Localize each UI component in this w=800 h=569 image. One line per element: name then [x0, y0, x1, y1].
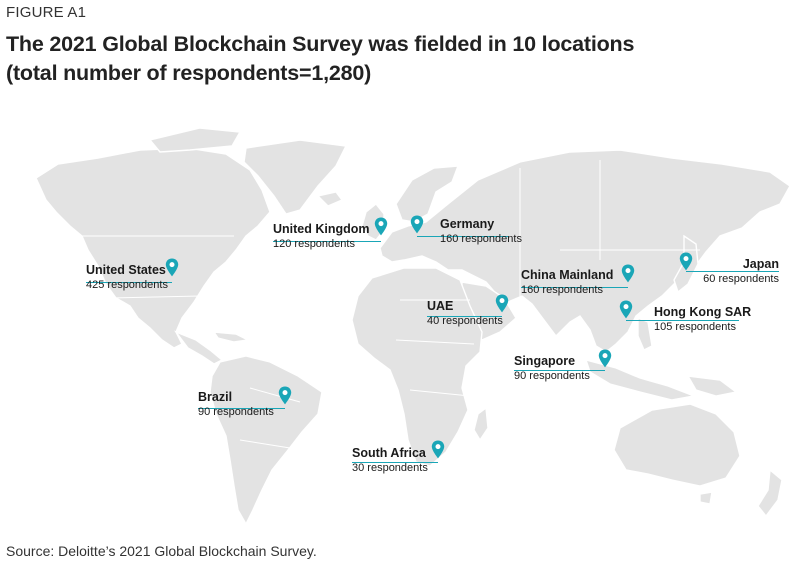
title-line-1: The 2021 Global Blockchain Survey was fi…	[6, 32, 635, 56]
location-label-hong-kong-sar: Hong Kong SAR 105 respondents	[654, 305, 751, 334]
underline-germany	[417, 236, 508, 238]
location-respondents: 425 respondents	[86, 279, 168, 291]
map-pin-icon[interactable]	[410, 215, 424, 234]
location-label-singapore: Singapore 90 respondents	[514, 354, 590, 383]
underline-hong-kong-sar	[626, 320, 739, 322]
underline-japan	[686, 271, 779, 273]
location-label-uae: UAE 40 respondents	[427, 299, 503, 328]
location-name: Singapore	[514, 354, 576, 368]
location-label-south-africa: South Africa 30 respondents	[352, 446, 428, 475]
madagascar	[473, 406, 489, 442]
new-zealand	[757, 468, 783, 518]
underline-united-states	[86, 282, 172, 284]
page-title: The 2021 Global Blockchain Survey was fi…	[6, 30, 796, 88]
location-respondents: 90 respondents	[198, 406, 274, 418]
map-pin-icon[interactable]	[431, 440, 445, 459]
location-label-japan: Japan 60 respondents	[703, 257, 779, 286]
map-pin-icon[interactable]	[495, 294, 509, 313]
underline-united-kingdom	[273, 241, 381, 243]
eurasia	[379, 149, 791, 353]
africa	[351, 267, 483, 467]
location-respondents: 160 respondents	[440, 233, 522, 245]
underline-uae	[427, 316, 502, 318]
location-name: South Africa	[352, 446, 426, 460]
scandinavia	[395, 165, 460, 223]
location-name: Japan	[742, 257, 779, 271]
location-name: Germany	[440, 217, 495, 231]
map-pin-icon[interactable]	[165, 258, 179, 277]
greenland	[243, 139, 348, 215]
underline-china-mainland	[521, 287, 628, 289]
caribbean	[212, 331, 251, 343]
location-label-brazil: Brazil 90 respondents	[198, 390, 274, 419]
location-label-china-mainland: China Mainland 160 respondents	[521, 268, 613, 297]
map-pin-icon[interactable]	[598, 349, 612, 368]
border-lines	[80, 160, 700, 449]
location-name: Brazil	[198, 390, 233, 404]
map-pin-icon[interactable]	[374, 217, 388, 236]
location-label-united-kingdom: United Kingdom 120 respondents	[273, 222, 370, 251]
location-label-germany: Germany 160 respondents	[440, 217, 522, 246]
figure-label: FIGURE A1	[6, 4, 87, 21]
source-note: Source: Deloitte’s 2021 Global Blockchai…	[6, 543, 317, 559]
map-pin-icon[interactable]	[621, 264, 635, 283]
central-america	[173, 330, 224, 365]
title-line-2: (total number of respondents=1,280)	[6, 61, 372, 85]
map-pin-icon[interactable]	[619, 300, 633, 319]
arctic-islands	[148, 127, 242, 153]
location-name: United Kingdom	[273, 222, 370, 236]
underline-south-africa	[352, 462, 438, 464]
underline-brazil	[198, 408, 285, 410]
north-america	[35, 147, 271, 349]
map-pin-icon[interactable]	[278, 386, 292, 405]
indonesia	[584, 358, 697, 401]
tasmania	[699, 491, 713, 505]
land-masses	[35, 127, 791, 526]
location-respondents: 90 respondents	[514, 370, 590, 382]
location-respondents: 160 respondents	[521, 284, 603, 296]
south-america	[209, 355, 323, 526]
philippines	[637, 316, 653, 351]
location-label-united-states: United States 425 respondents	[86, 263, 168, 292]
location-respondents: 40 respondents	[427, 315, 503, 327]
location-respondents: 120 respondents	[273, 238, 355, 250]
iceland	[316, 191, 344, 207]
location-respondents: 30 respondents	[352, 462, 428, 474]
map-pin-icon[interactable]	[679, 252, 693, 271]
underline-singapore	[514, 370, 605, 372]
location-respondents: 60 respondents	[703, 273, 779, 285]
new-guinea	[686, 375, 738, 397]
location-name: UAE	[427, 299, 454, 313]
location-respondents: 105 respondents	[654, 321, 736, 333]
australia	[613, 403, 741, 487]
location-name: Hong Kong SAR	[654, 305, 752, 319]
location-name: United States	[86, 263, 166, 277]
location-name: China Mainland	[521, 268, 614, 282]
